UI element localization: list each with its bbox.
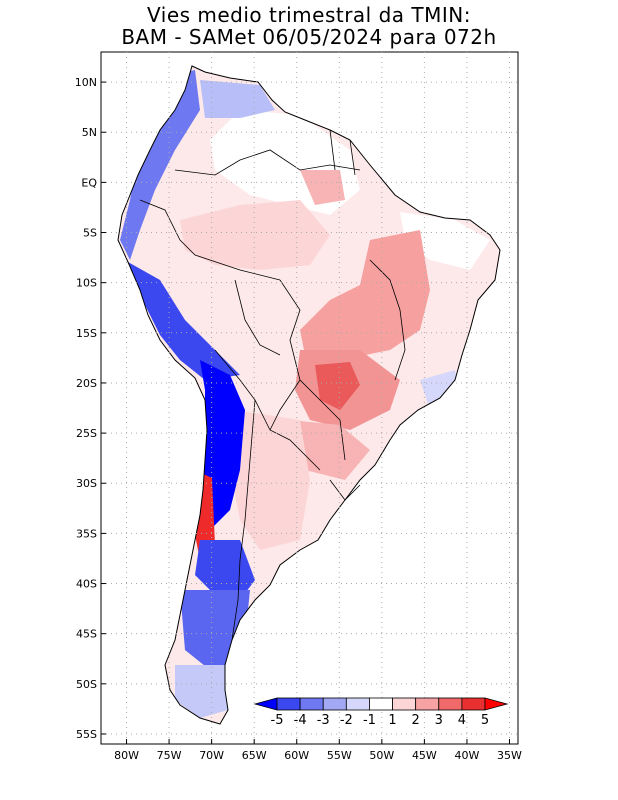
bias-region-strong-warm-core [315,362,360,410]
colorbar-label: -5 [271,713,284,728]
latitude-tick-label: 5N [82,126,97,139]
bias-region-cold-chile-central [195,540,255,600]
bias-region-light-cold-colombia [200,80,275,118]
latitude-tick-label: 40S [76,578,97,591]
colorbar-swatch [276,697,301,711]
colorbar-swatch [438,697,463,711]
bias-region-warm-central [300,230,430,360]
colorbar-swatch [415,697,440,711]
latitude-labels: 10N 5N EQ 5S 10S 15S 20S 25S 30S 35S 40S 45S 50S 55S [75,76,106,741]
longitude-tick-label: 80W [114,749,139,762]
latitude-tick-label: 5S [83,227,97,240]
colorbar: -5 -4 -3 -2 -1 1 2 3 4 5 [253,697,509,728]
colorbar-swatch [322,697,347,711]
map-title-line2: BAM - SAMet 06/05/2024 para 072h [121,25,497,49]
latitude-tick-label: 55S [76,728,97,741]
bias-region-light-warm-amazon [180,200,330,270]
longitude-tick-label: 60W [284,749,309,762]
bias-region-cold-peru [128,262,240,380]
colorbar-label: -1 [363,713,376,728]
colorbar-swatch [461,697,486,711]
longitude-tick-label: 35W [497,749,522,762]
colorbar-label: -4 [294,713,307,728]
latitude-tick-label: 30S [76,477,97,490]
longitude-tick-label: 70W [199,749,224,762]
latitude-tick-label: 50S [76,678,97,691]
latitude-tick-label: 20S [76,377,97,390]
latitude-tick-label: 45S [76,628,97,641]
colorbar-label: 1 [388,713,396,728]
longitude-tick-label: 50W [369,749,394,762]
colorbar-label: 2 [412,713,420,728]
colorbar-label: -3 [317,713,330,728]
bias-region-warm-guiana [300,170,345,205]
colorbar-label: -2 [340,713,353,728]
longitude-tick-label: 55W [327,749,352,762]
longitude-labels: 80W 75W 70W 65W 60W 55W 50W 45W 40W 35W [114,739,522,762]
map-title-line1: Vies medio trimestral da TMIN: [147,3,471,27]
colorbar-swatch [392,697,417,711]
colorbar-swatch [369,697,393,711]
longitude-tick-label: 40W [455,749,480,762]
latitude-tick-label: 35S [76,527,97,540]
longitude-tick-label: 45W [412,749,437,762]
latitude-tick-label: 15S [76,327,97,340]
latitude-tick-label: EQ [81,176,97,189]
colorbar-label: 5 [481,713,489,728]
latitude-tick-label: 10S [76,277,97,290]
colorbar-right-arrow [484,697,509,711]
bias-region-warm-south [290,420,370,480]
country-borders [139,129,406,641]
latitude-tick-label: 25S [76,427,97,440]
longitude-tick-label: 65W [242,749,267,762]
colorbar-label: 3 [435,713,443,728]
latitude-tick-label: 10N [75,76,97,89]
bias-region-light-warm-argentina [230,410,310,550]
coastline [117,65,501,725]
colorbar-swatch [345,697,370,711]
bias-region-cold-andes-north [120,70,200,260]
colorbar-swatch [299,697,324,711]
graticule [101,52,518,744]
longitude-tick-label: 75W [157,749,182,762]
bias-region-white-nordeste [400,212,490,270]
colorbar-label: 4 [458,713,466,728]
bias-region-light-cold-patagonia-south [175,665,228,718]
